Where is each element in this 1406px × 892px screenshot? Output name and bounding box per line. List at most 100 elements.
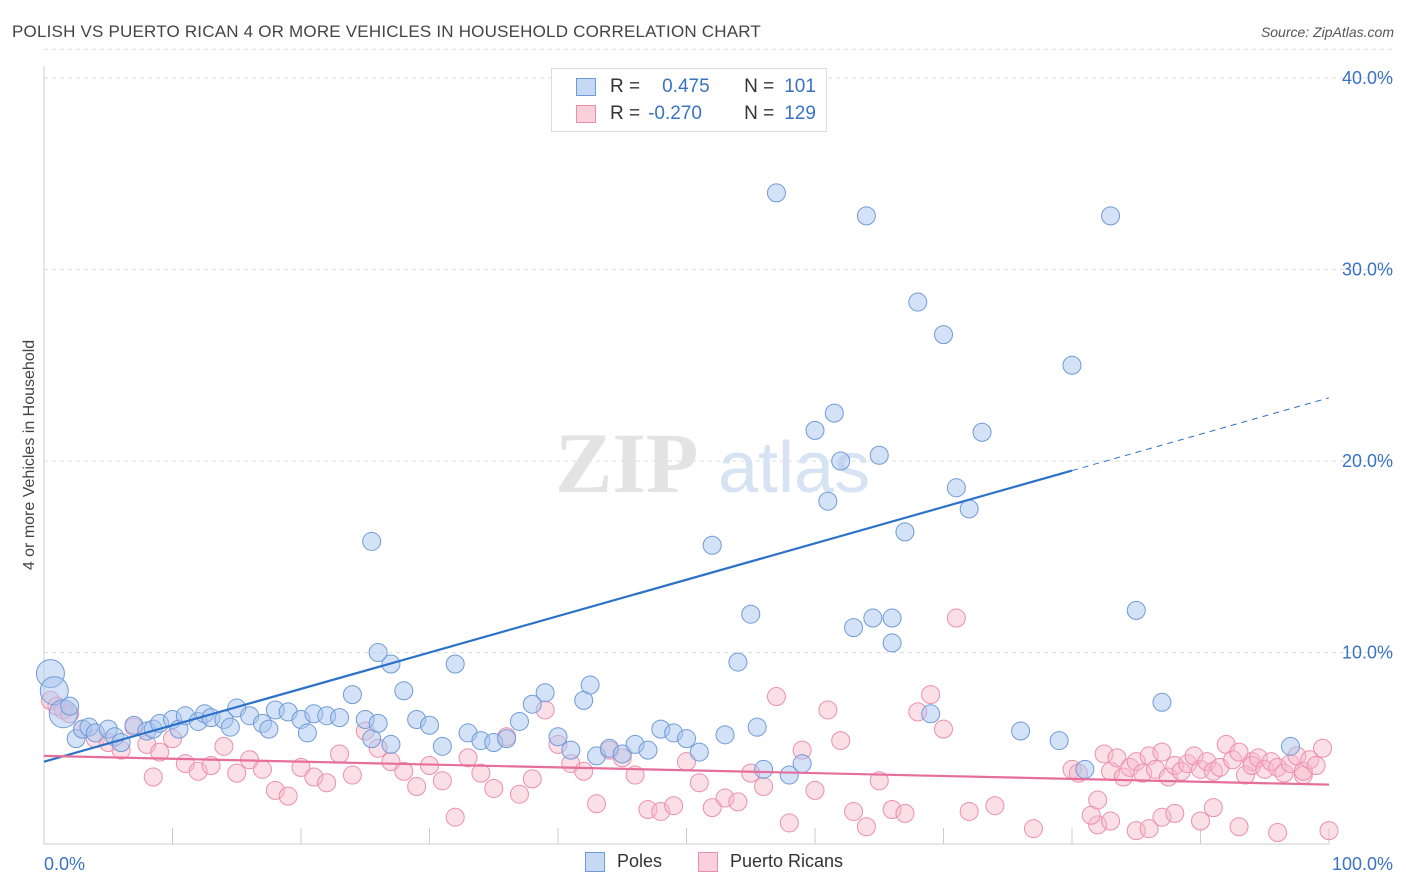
pr-point (779, 813, 799, 833)
poles-point (420, 715, 439, 735)
poles-legend-swatch (585, 851, 605, 872)
chart-title: POLISH VS PUERTO RICAN 4 OR MORE VEHICLE… (12, 22, 762, 41)
poles-point (297, 723, 317, 743)
pr-point (1094, 744, 1114, 764)
y-tick-label: 20.0% (1342, 451, 1393, 471)
poles-point (702, 535, 722, 555)
poles-point (330, 708, 350, 728)
pr-point (921, 685, 941, 705)
poles-point (895, 522, 915, 542)
source-label: Source: ZipAtlas.com (1260, 24, 1394, 40)
poles-point (259, 719, 279, 739)
pr-point (143, 767, 163, 787)
poles-point (747, 717, 767, 737)
poles-point (882, 633, 902, 653)
pr-point (484, 778, 504, 798)
pr-point (1023, 819, 1043, 839)
pr-point (946, 608, 966, 628)
pr-point (702, 798, 722, 818)
pr-point (407, 777, 427, 797)
pr-point (445, 807, 465, 827)
pr-point (831, 731, 851, 751)
poles-point (824, 403, 844, 423)
pr-point (882, 800, 902, 820)
poles-point (792, 754, 812, 774)
poles-point (638, 740, 658, 760)
poles-swatch (576, 78, 596, 96)
legend-item-puerto-ricans[interactable]: Puerto Ricans (698, 851, 843, 872)
pr-point (278, 786, 298, 806)
pr-point (458, 748, 478, 768)
pr-n-value: 129 (784, 103, 816, 124)
pr-point (1165, 803, 1185, 823)
pr-legend-label: Puerto Ricans (730, 851, 844, 871)
legend-row-pr: R = -0.270 N = 129 (576, 102, 816, 126)
pr-point (1319, 821, 1339, 841)
pr-point (1126, 752, 1146, 772)
pr-point (587, 794, 607, 814)
poles-point (1049, 731, 1069, 751)
poles-point (972, 422, 992, 442)
watermark-zip: ZIP (555, 415, 698, 511)
pr-point (150, 742, 170, 762)
poles-trend-line (43, 469, 1073, 763)
poles-point (612, 744, 632, 764)
poles-point (689, 742, 709, 762)
poles-point (1280, 736, 1300, 756)
pr-point (818, 700, 838, 720)
pr-swatch (576, 105, 596, 123)
gridlines (44, 48, 1392, 653)
pr-point (1088, 815, 1108, 835)
poles-point (220, 717, 240, 737)
poles-point (863, 608, 883, 628)
pr-point (330, 744, 350, 764)
pr-point (1139, 819, 1159, 839)
pr-point (471, 763, 491, 783)
pr-point (1203, 798, 1223, 818)
watermark-atlas: atlas (718, 428, 870, 508)
pr-point (1306, 755, 1326, 775)
poles-point (445, 654, 465, 674)
pr-point (1178, 754, 1198, 774)
poles-point (805, 420, 825, 440)
poles-point (342, 685, 362, 705)
pr-point (664, 796, 684, 816)
pr-point (1152, 742, 1172, 762)
poles-point (921, 704, 941, 724)
poles-point (844, 618, 864, 638)
poles-point (432, 736, 452, 756)
legend-item-poles[interactable]: Poles (585, 851, 662, 872)
poles-point (522, 694, 542, 714)
pr-legend-swatch (698, 851, 718, 872)
pr-point (1293, 761, 1313, 781)
pr-trend-line (43, 754, 1330, 786)
pr-point (1113, 767, 1133, 787)
poles-n-label: N = (744, 76, 775, 97)
poles-point (1101, 206, 1121, 226)
pr-point (201, 755, 221, 775)
poles-point (1062, 355, 1082, 375)
poles-point (394, 681, 414, 701)
poles-point (580, 675, 600, 695)
poles-point (882, 608, 902, 628)
y-tick-label: 30.0% (1342, 260, 1393, 280)
poles-point (60, 696, 80, 716)
poles-point (766, 183, 786, 203)
axes (43, 66, 1330, 845)
pr-point (252, 759, 272, 779)
pr-r-value: -0.270 (648, 103, 702, 124)
pr-n-label: N = (744, 103, 775, 124)
x-tick-label: 0.0% (44, 854, 85, 874)
pr-point (1101, 811, 1121, 831)
pr-point (188, 761, 208, 781)
poles-r-label: R = (610, 76, 641, 97)
poles-point (869, 445, 889, 465)
pr-point (715, 788, 735, 808)
poles-point (548, 727, 568, 747)
poles-point (754, 759, 774, 779)
pr-point (342, 765, 362, 785)
poles-point (362, 531, 382, 551)
poles-point (818, 491, 838, 511)
poles-legend-label: Poles (617, 851, 663, 871)
